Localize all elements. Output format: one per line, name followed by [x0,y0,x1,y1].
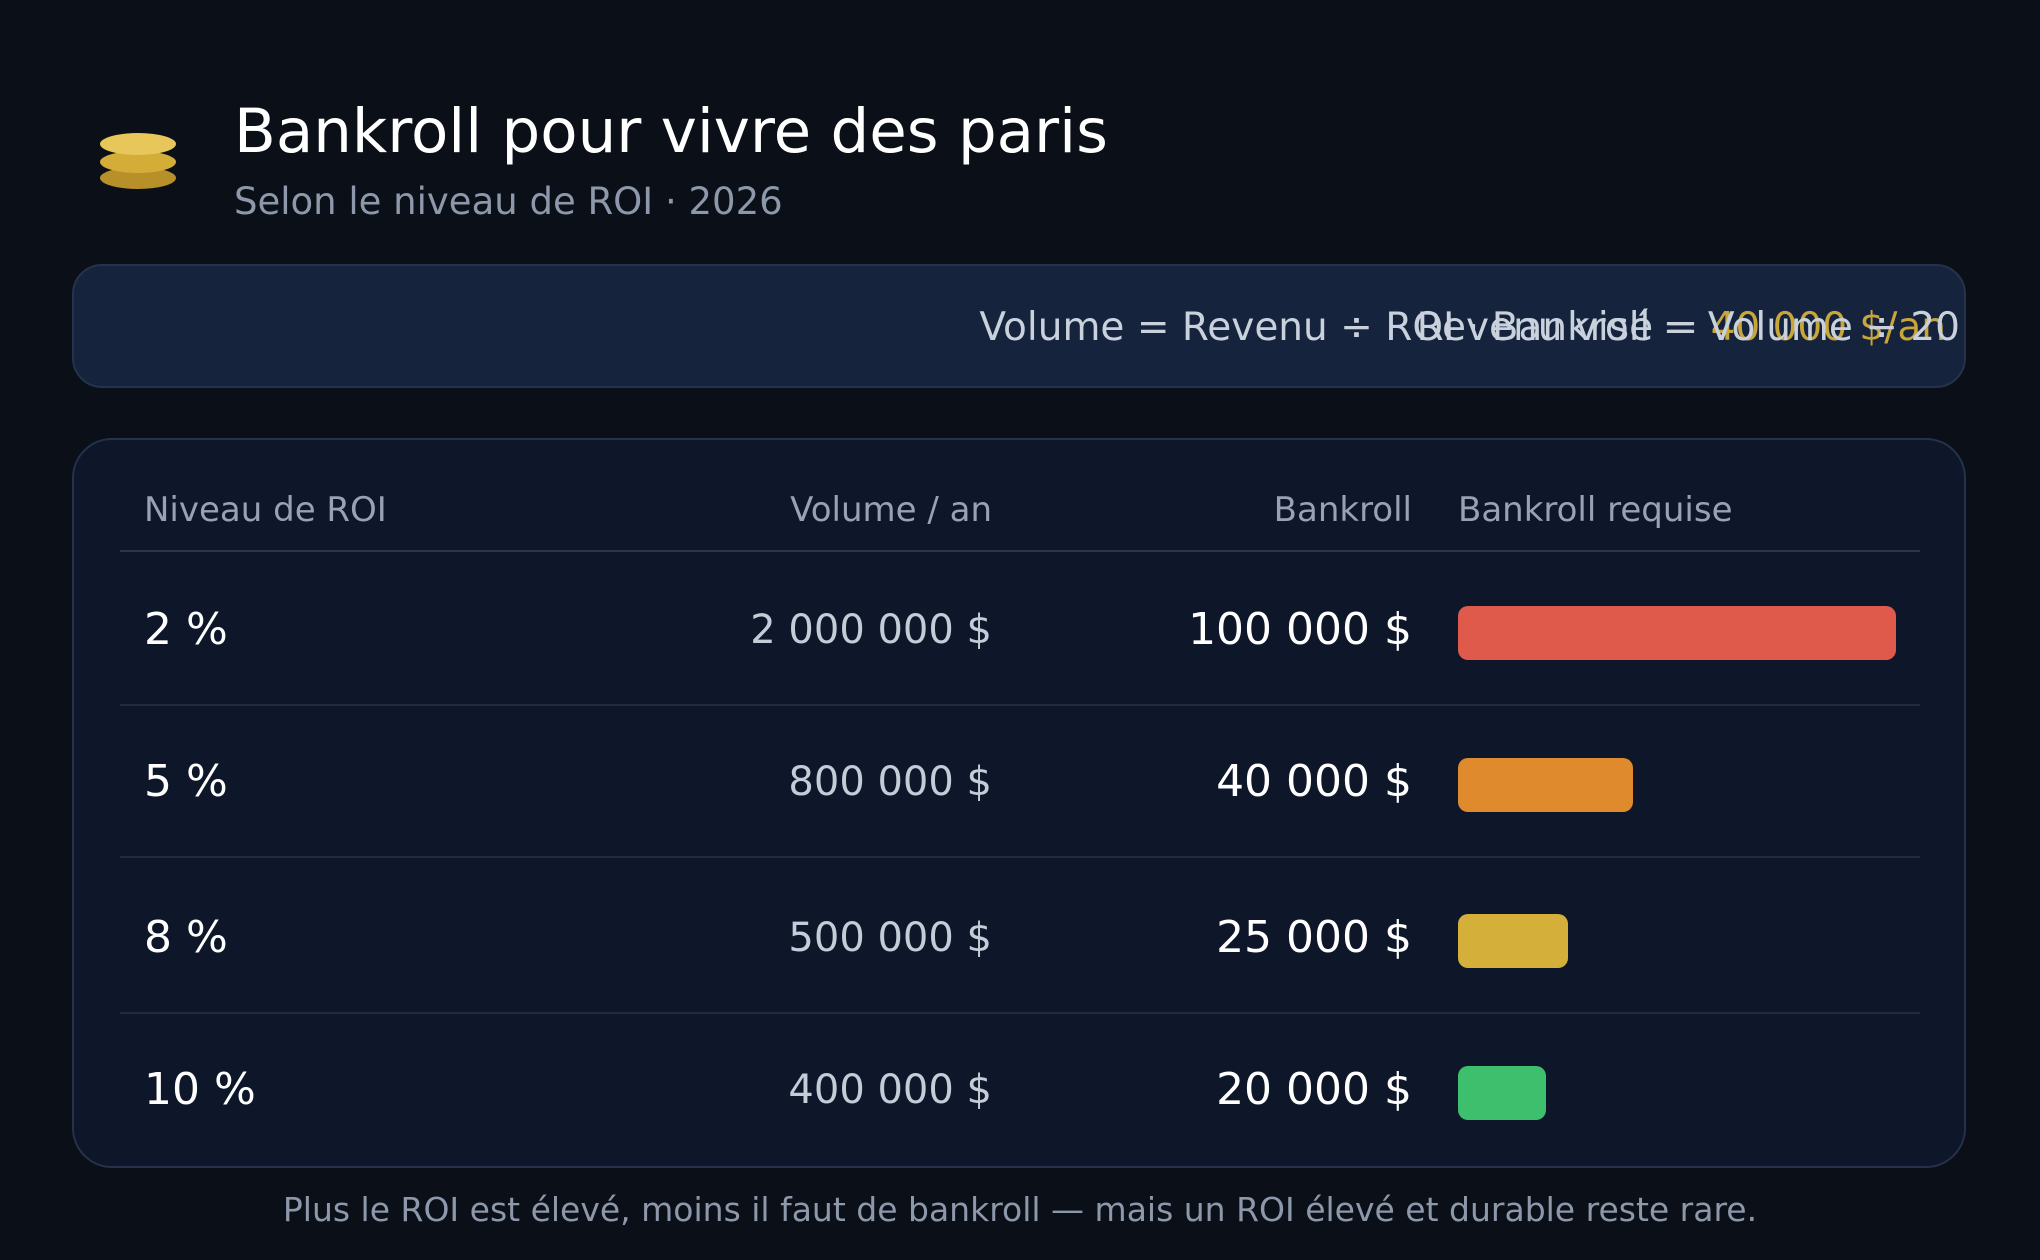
header-volume: Volume / an [790,490,992,530]
bankroll-bar [1458,1066,1546,1120]
row-divider [120,704,1920,706]
bankroll-bar [1458,606,1896,660]
formula-equation: Volume = Revenu ÷ ROI · Bankroll = Volum… [979,305,1960,350]
formula-prefix: Revenu visé = [1416,305,1711,350]
bankroll-cell: 100 000 $ [1188,604,1412,655]
table-row: 2 % 2 000 000 $ 100 000 $ [0,554,2040,706]
page-title: Bankroll pour vivre des paris [234,96,1108,167]
formula-income-value: 40 000 $/an [1710,305,1946,350]
roi-level-cell: 5 % [144,756,228,807]
row-divider [120,856,1920,858]
formula-box: Revenu visé = 40 000 $/an Volume = Reven… [72,264,1966,388]
volume-cell: 2 000 000 $ [750,607,992,653]
table-row: 5 % 800 000 $ 40 000 $ [0,706,2040,858]
table-row: 8 % 500 000 $ 25 000 $ [0,862,2040,1014]
bankroll-bar [1458,758,1633,812]
bankroll-cell: 25 000 $ [1216,912,1412,963]
volume-cell: 800 000 $ [788,759,992,805]
bankroll-table-card [72,438,1966,1168]
header-roi-level: Niveau de ROI [144,490,387,530]
bankroll-cell: 40 000 $ [1216,756,1412,807]
roi-level-cell: 10 % [144,1064,256,1115]
coin-stack-icon [100,133,176,189]
volume-cell: 500 000 $ [788,915,992,961]
header-bankroll-required: Bankroll requise [1458,490,1733,530]
page-subtitle: Selon le niveau de ROI · 2026 [234,180,783,223]
header-bankroll: Bankroll [1273,490,1412,530]
roi-level-cell: 2 % [144,604,228,655]
bankroll-cell: 20 000 $ [1216,1064,1412,1115]
bankroll-bar [1458,914,1568,968]
table-row: 10 % 400 000 $ 20 000 $ [0,1014,2040,1166]
footnote: Plus le ROI est élevé, moins il faut de … [282,1190,1758,1229]
header-divider [120,550,1920,552]
formula-target-income: Revenu visé = 40 000 $/an [74,266,1964,386]
volume-cell: 400 000 $ [788,1067,992,1113]
row-divider [120,1012,1920,1014]
roi-level-cell: 8 % [144,912,228,963]
